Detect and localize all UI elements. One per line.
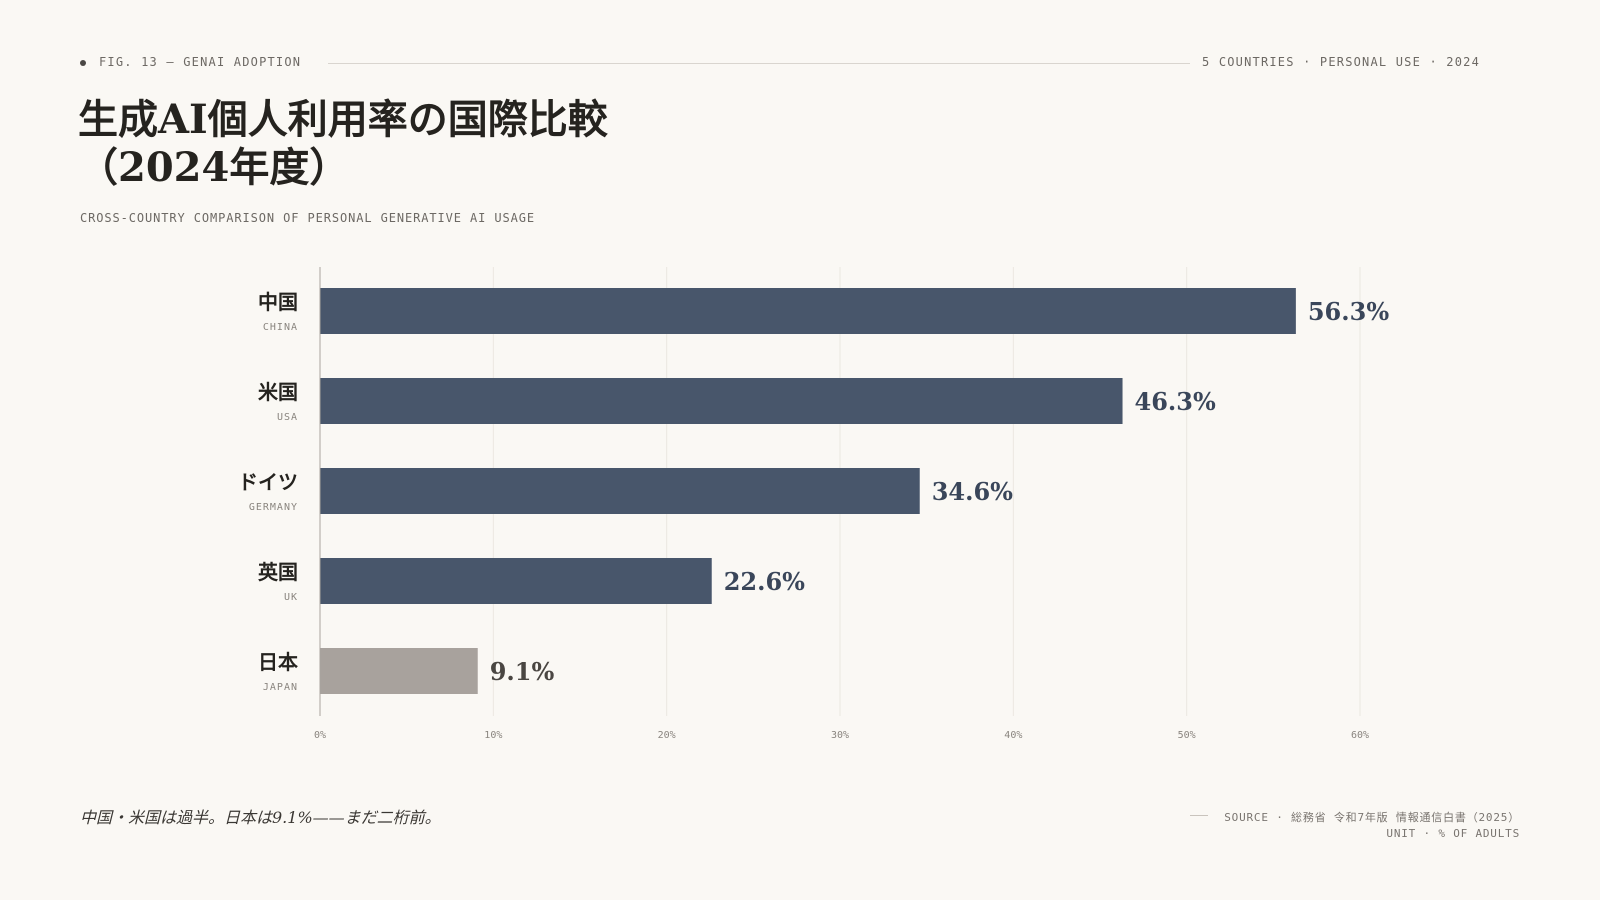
chart-subtitle: CROSS-COUNTRY COMPARISON OF PERSONAL GEN… [80,211,535,225]
category-label-en: JAPAN [263,682,298,693]
value-label: 34.6% [932,477,1013,506]
value-label: 56.3% [1308,297,1389,326]
header-rule [328,63,1190,64]
figure-label: FIG. 13 — GENAI ADOPTION [99,55,302,69]
unit-note: UNIT · % OF ADULTS [1386,827,1520,840]
bullet-dot-icon [80,60,86,66]
category-label: 英国 [258,560,298,584]
bar [320,378,1123,424]
bar [320,558,712,604]
x-axis-ticks: 0% 10% 20% 30% 40% 50% 60% [314,730,1369,741]
source-rule [1190,815,1208,816]
category-label-en: UK [284,592,298,603]
chart-annotation: 中国・米国は過半。日本は9.1%——まだ二桁前。 [80,808,441,827]
x-tick-label: 40% [1004,730,1022,741]
figure-header: FIG. 13 — GENAI ADOPTION 5 COUNTRIES · P… [80,54,1480,72]
value-label: 9.1% [490,657,555,686]
bar [320,288,1296,334]
category-label: 日本 [258,650,298,674]
x-tick-label: 0% [314,730,326,741]
x-tick-label: 30% [831,730,849,741]
category-label: ドイツ [238,470,298,494]
value-label: 22.6% [724,567,805,596]
category-label-en: USA [277,412,298,423]
category-label-en: GERMANY [249,502,298,513]
value-label: 46.3% [1135,387,1216,416]
category-label: 米国 [258,380,298,404]
x-tick-label: 20% [658,730,676,741]
category-label-en: CHINA [263,322,298,333]
figure-meta: 5 COUNTRIES · PERSONAL USE · 2024 [1201,55,1480,69]
chart-title: 生成AI個人利用率の国際比較 （2024年度） [78,96,608,191]
bar [320,648,478,694]
bar [320,468,920,514]
x-tick-label: 60% [1351,730,1369,741]
bars [320,288,1296,694]
source-note: SOURCE · 総務省 令和7年版 情報通信白書（2025） [1224,811,1520,824]
value-labels: 56.3% 46.3% 34.6% 22.6% 9.1% [490,297,1390,686]
x-tick-label: 50% [1178,730,1196,741]
category-label: 中国 [258,290,298,314]
category-labels: 中国 CHINA 米国 USA ドイツ GERMANY 英国 UK 日本 JAPAN [238,290,298,693]
x-tick-label: 10% [484,730,502,741]
